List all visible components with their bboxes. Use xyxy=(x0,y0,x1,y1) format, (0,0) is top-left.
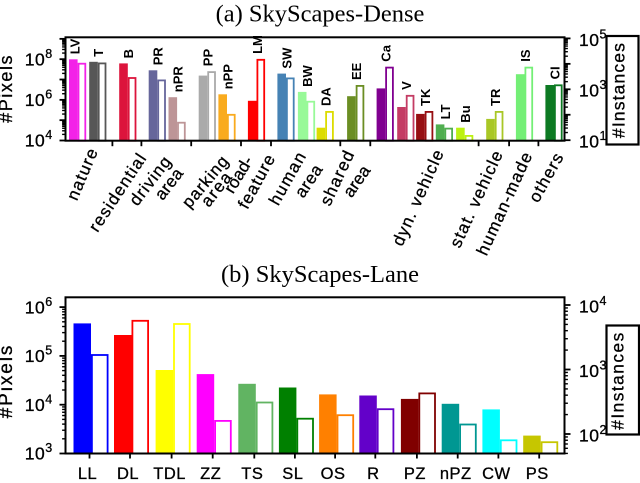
svg-text:#Pixels: #Pixels xyxy=(0,54,16,123)
svg-text:nPR: nPR xyxy=(171,66,186,93)
svg-text:SW: SW xyxy=(279,47,294,69)
svg-text:TS: TS xyxy=(241,465,263,483)
svg-text:B: B xyxy=(121,49,136,58)
svg-text:TR: TR xyxy=(488,88,503,106)
svg-text:nPP: nPP xyxy=(220,64,235,90)
svg-text:LT: LT xyxy=(438,104,453,119)
svg-text:TDL: TDL xyxy=(153,465,186,483)
svg-text:LL: LL xyxy=(78,465,97,483)
svg-text:DL: DL xyxy=(117,465,139,483)
svg-text:#Pixels: #Pixels xyxy=(0,344,17,419)
svg-text:Ca: Ca xyxy=(379,44,394,61)
svg-text:LM: LM xyxy=(250,35,265,54)
svg-text:TK: TK xyxy=(418,88,433,106)
svg-text:BW: BW xyxy=(300,65,315,87)
svg-text:T: T xyxy=(91,49,106,57)
svg-text:CI: CI xyxy=(547,66,562,79)
svg-text:PZ: PZ xyxy=(404,465,426,483)
svg-text:PS: PS xyxy=(526,465,549,483)
svg-text:#Instances: #Instances xyxy=(608,331,628,430)
svg-text:ZZ: ZZ xyxy=(200,465,221,483)
svg-text:V: V xyxy=(399,81,414,90)
svg-text:OS: OS xyxy=(321,465,346,483)
svg-text:#Instances: #Instances xyxy=(609,42,629,138)
svg-text:SL: SL xyxy=(282,465,303,483)
svg-text:EE: EE xyxy=(349,62,364,80)
svg-text:(a) SkyScapes-Dense: (a) SkyScapes-Dense xyxy=(216,1,425,28)
svg-text:Bu: Bu xyxy=(458,105,473,122)
svg-text:PP: PP xyxy=(201,49,216,67)
svg-text:DA: DA xyxy=(319,87,334,106)
svg-text:IS: IS xyxy=(518,49,533,62)
svg-text:LV: LV xyxy=(67,38,82,54)
svg-text:CW: CW xyxy=(482,465,511,483)
svg-text:PR: PR xyxy=(151,47,166,66)
svg-text:R: R xyxy=(367,465,379,483)
svg-text:(b) SkyScapes-Lane: (b) SkyScapes-Lane xyxy=(221,261,419,288)
svg-text:nPZ: nPZ xyxy=(440,465,472,483)
